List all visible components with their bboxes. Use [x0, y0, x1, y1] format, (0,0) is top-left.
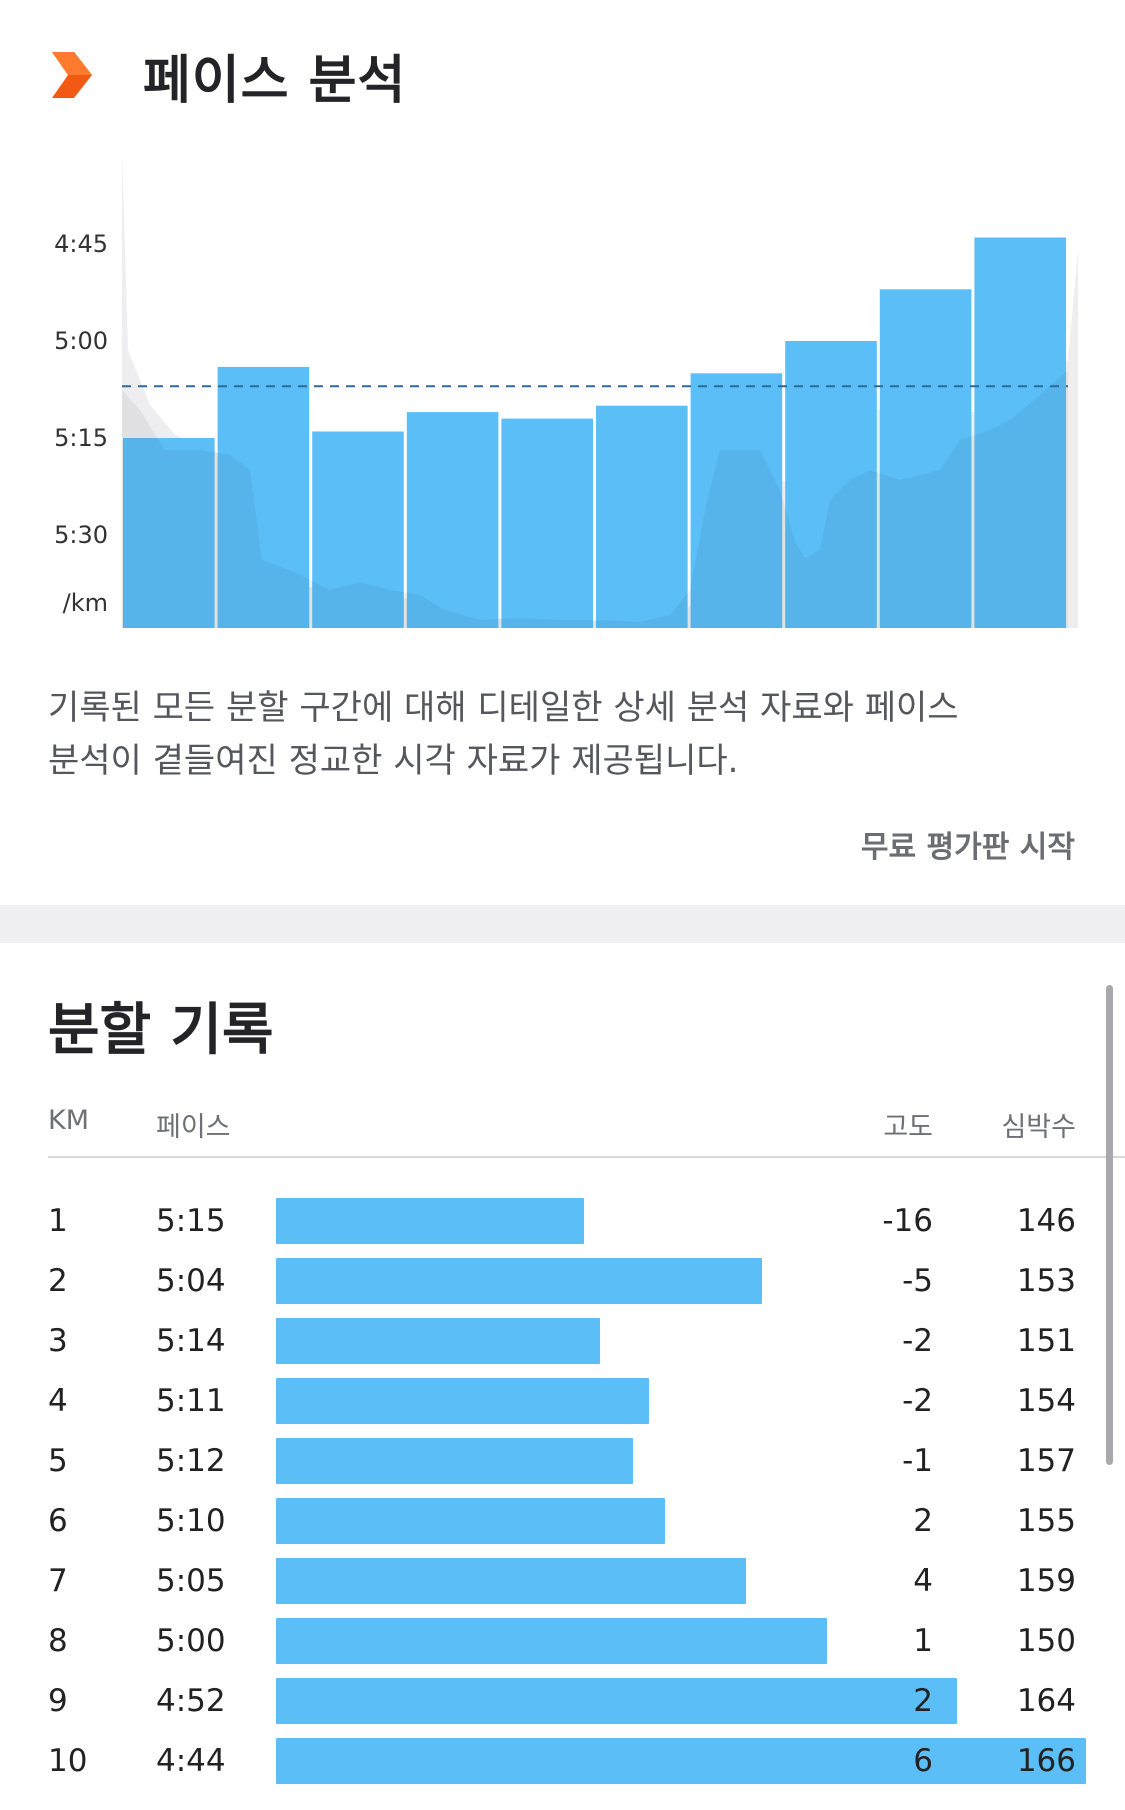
- split-elevation: 6: [913, 1743, 933, 1779]
- split-km: 10: [48, 1743, 88, 1779]
- split-pace: 5:05: [156, 1563, 226, 1599]
- split-heart-rate: 164: [1016, 1683, 1076, 1719]
- split-pace: 5:14: [156, 1323, 226, 1359]
- split-pace-bar: [276, 1438, 633, 1484]
- splits-card: [0, 943, 1125, 1810]
- split-km: 7: [48, 1563, 68, 1599]
- split-heart-rate: 154: [1016, 1383, 1076, 1419]
- split-pace-bar: [276, 1678, 957, 1724]
- pace-bar: [123, 438, 215, 628]
- start-free-trial-link[interactable]: 무료 평가판 시작: [860, 830, 1075, 865]
- header-elevation: 고도: [883, 1112, 933, 1143]
- split-pace: 5:12: [156, 1443, 226, 1479]
- pace-analysis-card: 페이스 분석 4:45 5:00 5:15 5:30 /km 기록된 모든 분할…: [48, 51, 1078, 865]
- split-heart-rate: 150: [1016, 1623, 1076, 1659]
- description-line: 기록된 모든 분할 구간에 대해 디테일한 상세 분석 자료와 페이스: [48, 688, 959, 728]
- split-pace: 4:52: [156, 1683, 226, 1719]
- y-tick-label: 5:00: [54, 327, 108, 355]
- table-row: 9 4:52 2 164: [0, 1675, 1125, 1725]
- split-elevation: 4: [913, 1563, 933, 1599]
- split-heart-rate: 159: [1016, 1563, 1076, 1599]
- y-tick-label: 5:30: [54, 521, 108, 549]
- pace-analysis-description: 기록된 모든 분할 구간에 대해 디테일한 상세 분석 자료와 페이스 분석이 …: [48, 682, 1078, 788]
- header-km: KM: [48, 1105, 90, 1136]
- split-pace: 5:11: [156, 1383, 226, 1419]
- scrollbar[interactable]: [1106, 985, 1113, 1465]
- split-pace-bar: [276, 1618, 827, 1664]
- table-row: 1 5:15 -16 146: [0, 1195, 1125, 1245]
- splits-title: 분할 기록: [48, 998, 274, 1063]
- pace-chart: [122, 150, 1078, 628]
- split-km: 6: [48, 1503, 68, 1539]
- split-pace-bar: [276, 1378, 649, 1424]
- split-heart-rate: 151: [1016, 1323, 1076, 1359]
- split-pace-bar: [276, 1258, 762, 1304]
- pace-analysis-title: 페이스 분석: [143, 51, 407, 111]
- split-pace: 5:00: [156, 1623, 226, 1659]
- split-elevation: -16: [882, 1203, 933, 1239]
- split-pace-bar: [276, 1738, 1086, 1784]
- split-km: 5: [48, 1443, 68, 1479]
- split-elevation: 2: [913, 1683, 933, 1719]
- header-divider: [48, 1156, 1125, 1158]
- split-pace-bar: [276, 1498, 665, 1544]
- section-divider: [0, 905, 1125, 943]
- pace-bar: [596, 405, 688, 628]
- table-row: 5 5:12 -1 157: [0, 1435, 1125, 1485]
- table-row: 6 5:10 2 155: [0, 1495, 1125, 1545]
- split-elevation: -2: [902, 1323, 933, 1359]
- split-elevation: -5: [902, 1263, 933, 1299]
- split-heart-rate: 155: [1016, 1503, 1076, 1539]
- pace-bar: [690, 373, 783, 628]
- split-km: 9: [48, 1683, 68, 1719]
- split-pace-bar: [276, 1198, 584, 1244]
- chevron-right-icon: [52, 52, 92, 98]
- split-heart-rate: 146: [1016, 1203, 1076, 1239]
- split-km: 4: [48, 1383, 68, 1419]
- split-km: 2: [48, 1263, 68, 1299]
- pace-bar: [785, 341, 877, 628]
- split-pace: 5:04: [156, 1263, 226, 1299]
- split-pace: 5:10: [156, 1503, 226, 1539]
- pace-bar: [312, 431, 404, 628]
- split-pace-bar: [276, 1558, 746, 1604]
- y-unit-label: /km: [62, 589, 108, 617]
- table-row: 3 5:14 -2 151: [0, 1315, 1125, 1365]
- split-elevation: 1: [913, 1623, 933, 1659]
- table-row: 10 4:44 6 166: [0, 1735, 1125, 1785]
- split-elevation: -2: [902, 1383, 933, 1419]
- split-pace-bar: [276, 1318, 600, 1364]
- heart-rate-overlay: [122, 370, 1068, 628]
- y-tick-label: 4:45: [54, 230, 108, 258]
- split-heart-rate: 157: [1016, 1443, 1076, 1479]
- pace-bar: [501, 418, 593, 628]
- pace-bar: [217, 366, 310, 628]
- y-tick-label: 5:15: [54, 424, 108, 452]
- description-line: 분석이 곁들여진 정교한 시각 자료가 제공됩니다.: [48, 741, 739, 781]
- split-km: 3: [48, 1323, 68, 1359]
- split-pace: 5:15: [156, 1203, 226, 1239]
- split-km: 8: [48, 1623, 68, 1659]
- split-elevation: 2: [913, 1503, 933, 1539]
- pace-bar: [974, 237, 1066, 628]
- split-heart-rate: 166: [1016, 1743, 1076, 1779]
- table-row: 8 5:00 1 150: [0, 1615, 1125, 1665]
- header-heart-rate: 심박수: [1001, 1112, 1076, 1143]
- split-heart-rate: 153: [1016, 1263, 1076, 1299]
- table-row: 2 5:04 -5 153: [0, 1255, 1125, 1305]
- table-row: 4 5:11 -2 154: [0, 1375, 1125, 1425]
- header-pace: 페이스: [156, 1112, 231, 1143]
- split-pace: 4:44: [156, 1743, 226, 1779]
- split-km: 1: [48, 1203, 68, 1239]
- table-row: 7 5:05 4 159: [0, 1555, 1125, 1605]
- pace-bar: [406, 412, 499, 628]
- split-elevation: -1: [902, 1443, 933, 1479]
- pace-bar: [879, 289, 972, 628]
